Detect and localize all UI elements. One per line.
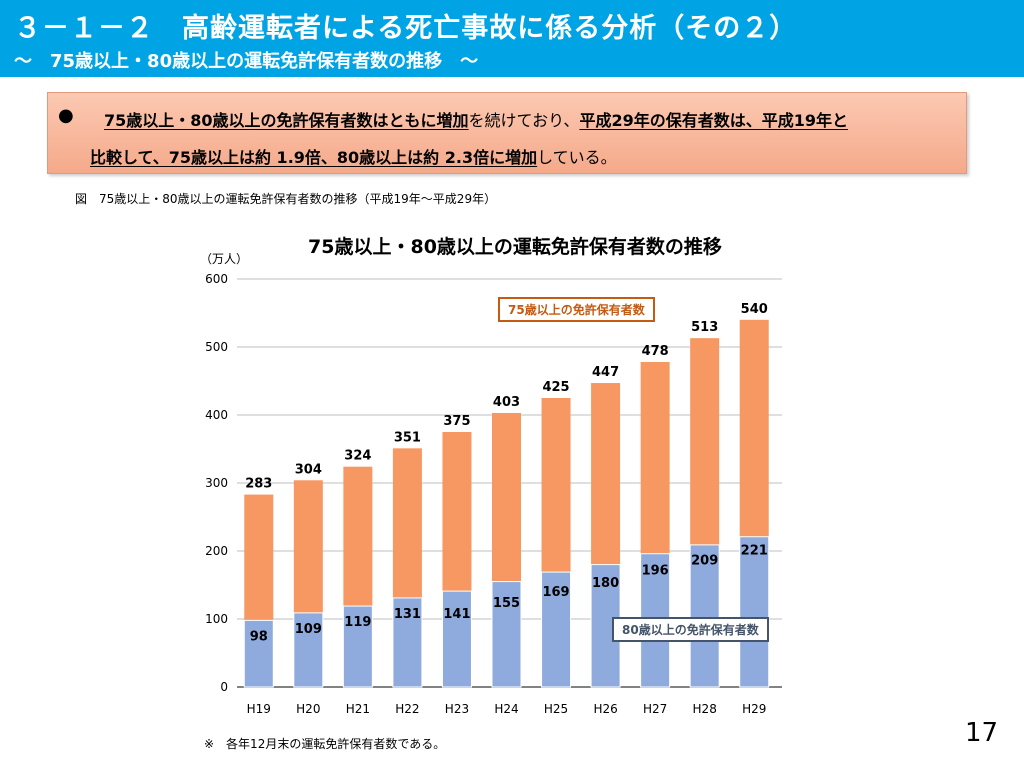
figure-caption: 図 75歳以上・80歳以上の運転免許保有者数の推移（平成19年～平成29年） [75,192,497,206]
bar-80-plus [441,590,472,688]
page-subtitle: ～ 75歳以上・80歳以上の運転免許保有者数の推移 ～ [14,51,479,72]
summary-text: 比較して、75歳以上は約 1.9倍、80歳以上は約 2.3倍に増加 [90,148,538,167]
bullet-icon: ● [58,105,74,126]
y-tick-label: 100 [205,612,228,626]
data-label-80-plus: 119 [344,615,371,630]
y-tick-label: 200 [205,544,228,558]
y-tick-label: 400 [205,408,228,422]
x-tick-label: H29 [742,702,766,716]
summary-box: ● 75歳以上・80歳以上の免許保有者数はともに増加を続けており、平成29年の保… [47,92,967,174]
x-tick-label: H26 [593,702,617,716]
summary-line-1: 75歳以上・80歳以上の免許保有者数はともに増加を続けており、平成29年の保有者… [104,107,848,131]
summary-text: 平成29年の保有者数は、平成19年と [579,111,848,130]
data-label-75-plus: 425 [542,380,569,395]
x-tick-label: H21 [346,702,370,716]
bar-80-plus [689,544,720,688]
data-label-75-plus: 351 [394,430,421,445]
bar-80-plus [342,605,373,688]
y-axis-label: （万人） [200,252,248,266]
bar-80-plus [243,619,274,688]
data-label-80-plus: 98 [250,629,268,644]
y-tick-label: 600 [205,272,228,286]
data-label-75-plus: 540 [741,302,768,317]
summary-line-2: 比較して、75歳以上は約 1.9倍、80歳以上は約 2.3倍に増加している。 [90,144,617,168]
data-label-75-plus: 375 [443,414,470,429]
data-label-75-plus: 403 [493,395,520,410]
data-label-75-plus: 513 [691,320,718,335]
bar-80-plus [541,571,572,688]
summary-text: している。 [537,148,617,167]
x-tick-label: H20 [296,702,320,716]
data-label-80-plus: 180 [592,576,619,591]
chart-title: 75歳以上・80歳以上の運転免許保有者数の推移 [308,235,722,258]
page-title: ３－１－２ 高齢運転者による死亡事故に係る分析（その２） [14,13,798,44]
page-number: 17 [965,718,999,748]
legend-75-plus: 75歳以上の免許保有者数 [498,297,655,322]
x-tick-label: H24 [494,702,518,716]
x-tick-label: H23 [445,702,469,716]
bar-80-plus [491,581,522,688]
y-tick-label: 300 [205,476,228,490]
x-tick-label: H27 [643,702,667,716]
x-tick-label: H19 [247,702,271,716]
footnote: ※ 各年12月末の運転免許保有者数である。 [204,737,446,751]
data-label-80-plus: 209 [691,553,718,568]
bar-80-plus [739,536,770,688]
data-label-75-plus: 478 [642,344,669,359]
data-label-80-plus: 109 [295,622,322,637]
data-label-80-plus: 155 [493,596,520,611]
header-banner: ３－１－２ 高齢運転者による死亡事故に係る分析（その２） ～ 75歳以上・80歳… [0,0,1024,77]
summary-text: 75歳以上・80歳以上の免許保有者数はともに増加 [104,111,469,130]
y-tick-label: 500 [205,340,228,354]
data-label-80-plus: 196 [642,564,669,579]
y-tick-label: 0 [220,680,228,694]
x-tick-label: H25 [544,702,568,716]
data-label-75-plus: 304 [295,462,322,477]
data-label-75-plus: 283 [245,477,272,492]
bar-80-plus [293,612,324,688]
legend-80-plus: 80歳以上の免許保有者数 [612,617,769,642]
x-tick-label: H22 [395,702,419,716]
data-label-75-plus: 324 [344,449,371,464]
data-label-75-plus: 447 [592,365,619,380]
data-label-80-plus: 169 [542,585,569,600]
data-label-80-plus: 221 [741,544,768,559]
data-label-80-plus: 141 [443,607,470,622]
data-label-80-plus: 131 [394,607,421,622]
bar-chart: 75歳以上・80歳以上の運転免許保有者数の推移 （万人） 0 100 200 300 400… [200,235,782,716]
summary-text: を続けており、 [468,111,580,130]
x-tick-label: H28 [693,702,717,716]
bar-80-plus [392,597,423,688]
